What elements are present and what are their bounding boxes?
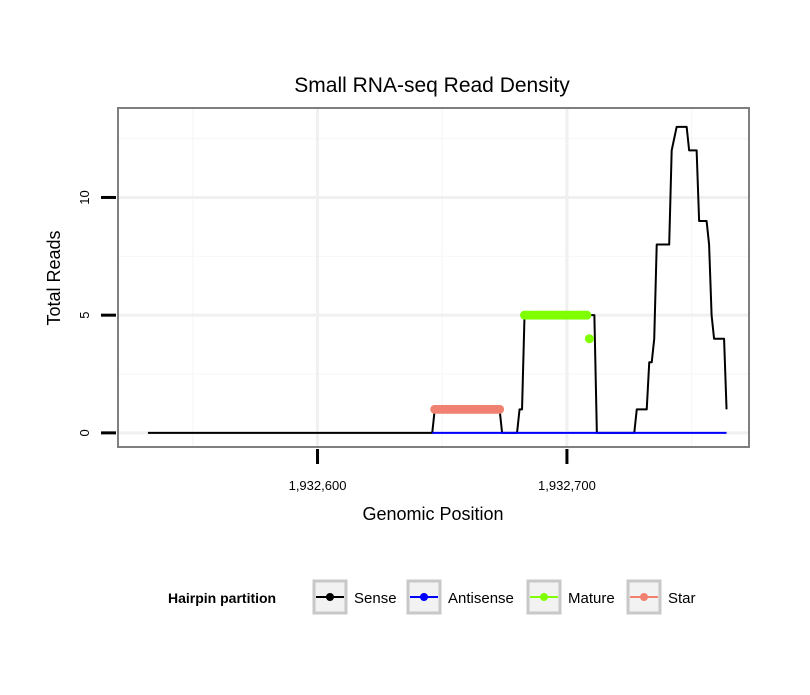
plot-background [118, 108, 749, 447]
legend-label-mature: Mature [568, 590, 615, 607]
sense-series-line [147, 125, 728, 434]
x-axis-label: Genomic Position [362, 504, 503, 524]
y-tick-label: 5 [77, 312, 92, 319]
legend-title: Hairpin partition [168, 590, 276, 606]
mature-point [584, 334, 594, 344]
legend-key-point-star [640, 593, 648, 601]
star-point [495, 404, 505, 414]
y-axis: 0 5 10 [77, 190, 116, 436]
mature-point [582, 310, 592, 320]
legend-label-antisense: Antisense [448, 590, 514, 607]
y-tick-label: 0 [77, 429, 92, 436]
legend: Hairpin partition Sense Antisense Mature St… [168, 579, 696, 615]
legend-label-sense: Sense [354, 590, 397, 607]
chart-title: Small RNA-seq Read Density [294, 74, 570, 97]
legend-key-point-sense [326, 593, 334, 601]
x-axis: 1,932,600 1,932,700 [289, 449, 596, 493]
y-axis-label: Total Reads [44, 230, 64, 325]
y-tick-label: 10 [77, 190, 92, 204]
series-layer [147, 125, 728, 434]
legend-label-star: Star [668, 590, 696, 607]
legend-key-point-antisense [420, 593, 428, 601]
x-tick-label: 1,932,600 [289, 478, 347, 493]
plot-border [117, 107, 750, 448]
x-tick-label: 1,932,700 [538, 478, 596, 493]
legend-key-point-mature [540, 593, 548, 601]
